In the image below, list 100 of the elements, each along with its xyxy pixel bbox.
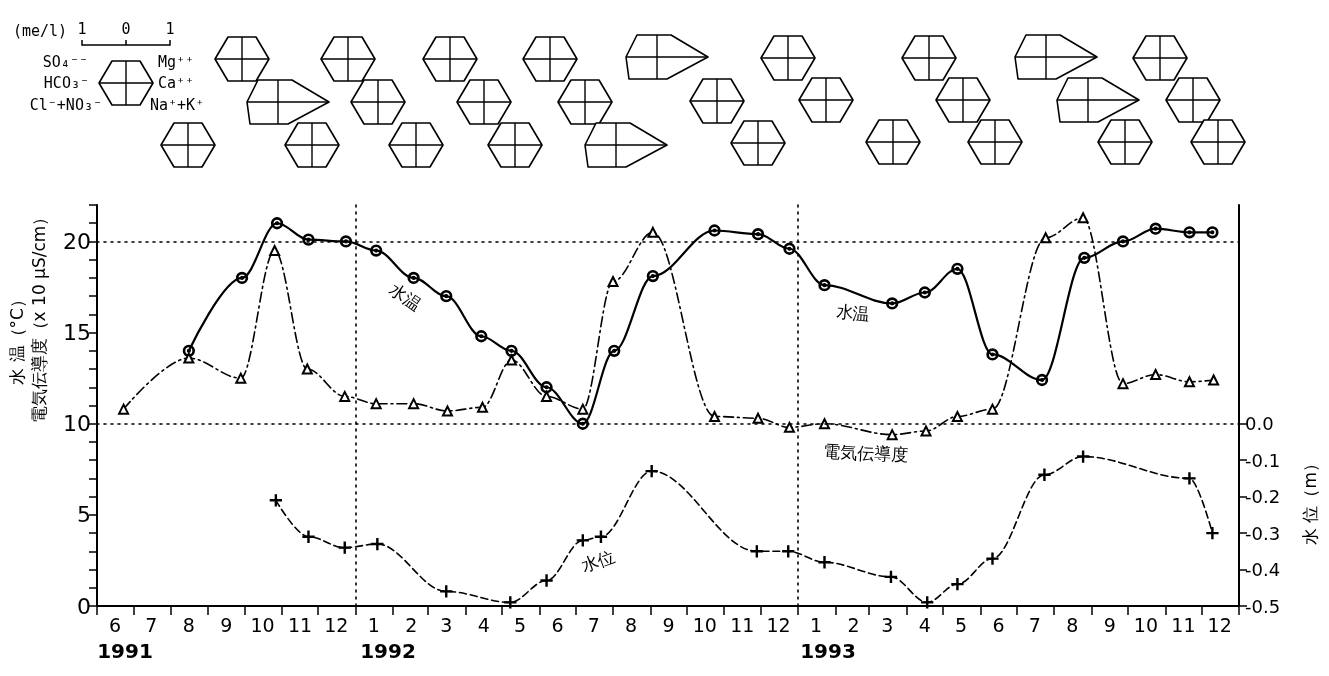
point bbox=[475, 330, 488, 343]
y2-tick-label: -0.3 bbox=[1245, 522, 1281, 544]
point bbox=[576, 534, 589, 547]
point bbox=[504, 596, 517, 609]
point bbox=[1117, 378, 1129, 390]
point bbox=[782, 545, 795, 558]
point bbox=[645, 464, 658, 478]
text: Cl⁻+NO₃⁻ bbox=[29, 96, 102, 114]
x-tick-label: 6 bbox=[551, 613, 564, 636]
point bbox=[1206, 226, 1219, 239]
point bbox=[607, 276, 619, 288]
x-tick-label: 9 bbox=[1103, 613, 1116, 636]
x-tick-label: 2 bbox=[405, 613, 418, 636]
x-tick-label: 10 bbox=[1133, 613, 1159, 636]
point bbox=[986, 552, 999, 565]
annotation: 電気伝導度 bbox=[823, 440, 909, 466]
point bbox=[118, 403, 130, 415]
point bbox=[818, 279, 831, 292]
x-tick-label: 6 bbox=[992, 613, 1005, 636]
x-tick-label: 11 bbox=[730, 613, 755, 636]
point bbox=[986, 348, 999, 361]
x-tick-label: 8 bbox=[1066, 613, 1079, 636]
point bbox=[540, 574, 553, 587]
point bbox=[235, 372, 247, 384]
x-tick-label: 2 bbox=[847, 613, 860, 636]
text: (me/l) bbox=[12, 22, 68, 40]
annotation: 水温 bbox=[385, 279, 425, 315]
y2-tick-label: -0.4 bbox=[1245, 559, 1281, 581]
point bbox=[440, 289, 453, 303]
point bbox=[1035, 373, 1049, 387]
point bbox=[1183, 472, 1196, 485]
y-tick-label: 10 bbox=[63, 411, 91, 437]
x-tick-label: 7 bbox=[1028, 613, 1041, 636]
x-tick-label: 1 bbox=[809, 613, 823, 636]
point bbox=[783, 242, 796, 255]
x-tick-label: 11 bbox=[287, 613, 313, 636]
point bbox=[338, 541, 351, 554]
point bbox=[752, 412, 764, 424]
point bbox=[1208, 374, 1220, 386]
point bbox=[951, 410, 963, 422]
point bbox=[371, 537, 384, 551]
text: 1 bbox=[77, 20, 87, 38]
x-tick-label: 9 bbox=[220, 613, 233, 636]
x-tick-label: 4 bbox=[477, 613, 490, 636]
point bbox=[920, 425, 932, 437]
text: 電気伝導度（x 10 μS/cm） bbox=[29, 208, 49, 424]
point bbox=[301, 363, 313, 375]
point bbox=[339, 390, 351, 402]
text: Ca⁺⁺ bbox=[158, 74, 195, 92]
x-tick-label: 4 bbox=[918, 613, 931, 636]
point bbox=[302, 530, 315, 543]
point bbox=[1206, 526, 1219, 540]
x-tick-label: 8 bbox=[625, 613, 638, 636]
point bbox=[709, 410, 721, 422]
point bbox=[951, 577, 964, 591]
annotation: 水温 bbox=[835, 301, 871, 325]
point bbox=[921, 596, 934, 609]
text: HCO₃⁻ bbox=[43, 74, 89, 92]
text: 1992 bbox=[360, 639, 416, 663]
point bbox=[477, 401, 488, 413]
y-axis-title: 水 温（°C） bbox=[7, 291, 27, 385]
point bbox=[270, 217, 284, 230]
text: 0 bbox=[121, 20, 131, 38]
y-tick-label: 5 bbox=[77, 502, 91, 528]
y-tick-label: 0 bbox=[77, 593, 91, 619]
x-tick-label: 12 bbox=[1207, 613, 1232, 636]
point bbox=[886, 429, 898, 441]
point bbox=[441, 405, 453, 417]
point bbox=[918, 286, 931, 299]
x-tick-label: 7 bbox=[145, 613, 158, 636]
y2-tick-label: -0.1 bbox=[1245, 449, 1281, 471]
point bbox=[370, 398, 382, 410]
point bbox=[608, 344, 621, 357]
point bbox=[951, 262, 964, 275]
point bbox=[540, 381, 553, 394]
point bbox=[370, 244, 383, 257]
point bbox=[1077, 212, 1089, 224]
point bbox=[818, 556, 831, 569]
text: 1 bbox=[165, 20, 175, 38]
annotation: 水位 bbox=[578, 545, 618, 577]
x-tick-label: 5 bbox=[513, 613, 527, 636]
x-tick-label: 11 bbox=[1171, 613, 1196, 636]
point bbox=[751, 228, 765, 241]
text: Na⁺+K⁺ bbox=[150, 96, 205, 114]
text: SO₄⁻⁻ bbox=[42, 53, 88, 71]
text: 1991 bbox=[97, 639, 153, 663]
point bbox=[183, 352, 195, 364]
point bbox=[886, 297, 899, 310]
x-tick-label: 10 bbox=[692, 613, 717, 636]
text: Mg⁺⁺ bbox=[158, 53, 195, 71]
y-tick-label: 20 bbox=[63, 228, 91, 254]
x-tick-label: 10 bbox=[250, 613, 275, 636]
point bbox=[577, 403, 589, 415]
point bbox=[235, 271, 249, 285]
point bbox=[1078, 251, 1091, 265]
point bbox=[1183, 226, 1196, 239]
x-tick-label: 3 bbox=[881, 613, 894, 636]
point bbox=[646, 269, 660, 283]
point bbox=[1076, 450, 1090, 463]
x-tick-label: 9 bbox=[662, 613, 675, 636]
